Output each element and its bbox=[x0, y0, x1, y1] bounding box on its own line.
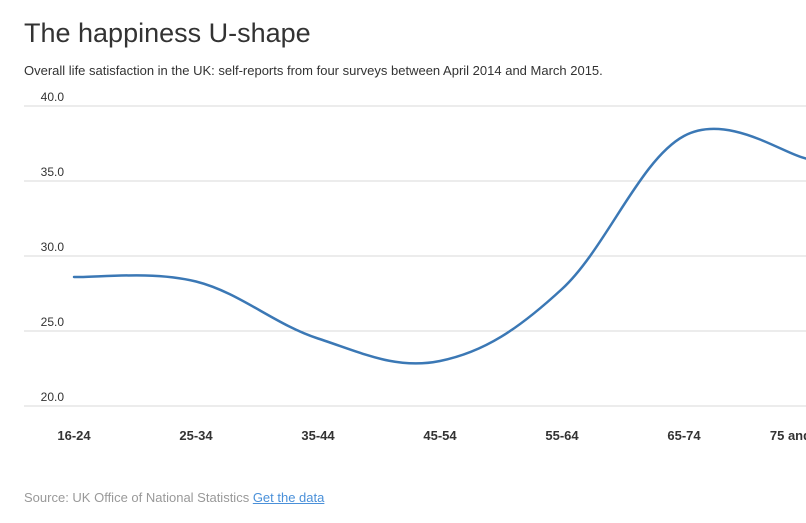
y-axis-label: 35.0 bbox=[24, 165, 64, 179]
data-line bbox=[74, 129, 806, 364]
y-axis-label: 40.0 bbox=[24, 90, 64, 104]
chart-subtitle: Overall life satisfaction in the UK: sel… bbox=[24, 63, 806, 78]
chart-source: Source: UK Office of National Statistics… bbox=[24, 490, 806, 505]
y-axis-label: 20.0 bbox=[24, 390, 64, 404]
x-axis-label: 55-64 bbox=[545, 428, 578, 443]
source-text: Source: UK Office of National Statistics bbox=[24, 490, 253, 505]
y-axis-label: 25.0 bbox=[24, 315, 64, 329]
get-data-link[interactable]: Get the data bbox=[253, 490, 325, 505]
x-axis-label: 35-44 bbox=[301, 428, 334, 443]
x-axis-label: 25-34 bbox=[179, 428, 212, 443]
chart-title: The happiness U-shape bbox=[24, 18, 806, 49]
x-axis-label: 45-54 bbox=[423, 428, 456, 443]
y-axis-label: 30.0 bbox=[24, 240, 64, 254]
x-axis-label: 65-74 bbox=[667, 428, 700, 443]
line-chart: 40.035.030.025.020.016-2425-3435-4445-54… bbox=[24, 96, 806, 456]
x-axis-label: 16-24 bbox=[57, 428, 90, 443]
x-axis-label: 75 and over bbox=[770, 428, 806, 443]
